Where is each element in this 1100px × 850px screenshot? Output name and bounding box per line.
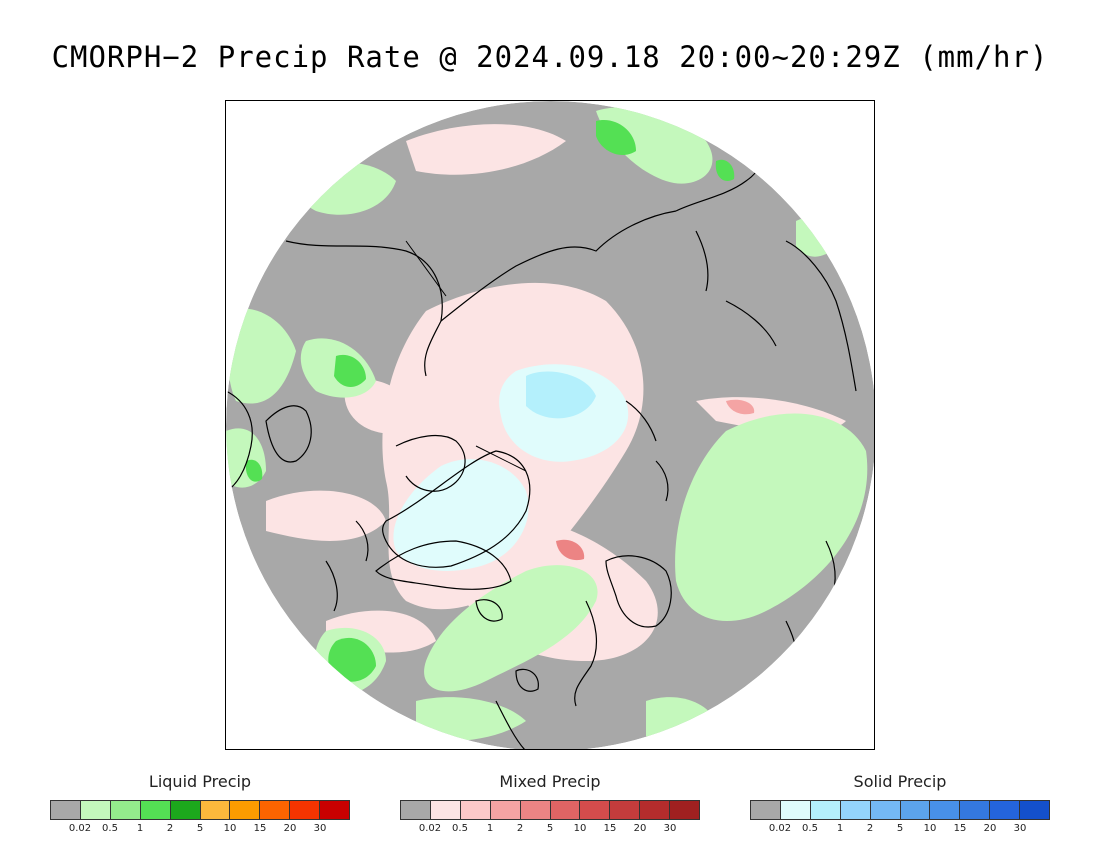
legend-solid-tick-label: 10 <box>923 823 937 834</box>
legend-liquid-tick-label: 5 <box>196 823 204 834</box>
polar-map-svg <box>226 101 874 749</box>
legend-mixed-swatch-0 <box>401 801 431 819</box>
legend-solid-swatch-0 <box>751 801 781 819</box>
legend-solid-swatch-4 <box>870 801 901 819</box>
legend-mixed-colorbar <box>400 800 700 820</box>
legend-solid-ticks: 0.02 0.5 1 2 5 10 15 20 30 <box>750 823 1050 837</box>
legend-solid-colorbar <box>750 800 1050 820</box>
legend-liquid-tick-label: 0.02 <box>68 823 92 834</box>
legend-mixed-tick-label: 15 <box>603 823 617 834</box>
solid-precip-moderate <box>526 371 596 419</box>
mixed-precip-moderate <box>726 399 755 415</box>
legend-solid-tick-label: 0.02 <box>768 823 792 834</box>
legend-liquid-tick-label: 15 <box>253 823 267 834</box>
legend-liquid-swatch-7 <box>260 801 291 819</box>
mixed-precip-heavier <box>556 539 585 561</box>
legend-solid-swatch-5 <box>900 801 931 819</box>
legend-solid-swatch-1 <box>780 801 811 819</box>
legend-mixed: Mixed Precip 0.02 0.5 1 2 5 10 15 20 30 <box>400 772 700 842</box>
legend-liquid-swatch-4 <box>170 801 201 819</box>
legend-liquid-ticks: 0.02 0.5 1 2 5 10 15 20 30 <box>50 823 350 837</box>
legend-solid: Solid Precip 0.02 0.5 1 2 5 10 15 20 30 <box>750 772 1050 842</box>
border-line <box>405 240 447 297</box>
legend-solid-swatch-7 <box>960 801 991 819</box>
legend-mixed-tick-label: 10 <box>573 823 587 834</box>
legend-mixed-tick-label: 5 <box>546 823 554 834</box>
legend-mixed-ticks: 0.02 0.5 1 2 5 10 15 20 30 <box>400 823 700 837</box>
legend-mixed-swatch-1 <box>430 801 461 819</box>
border-line <box>475 445 527 472</box>
legend-liquid-tick-label: 30 <box>313 823 327 834</box>
legend-liquid-swatch-5 <box>200 801 231 819</box>
legend-mixed-swatch-5 <box>550 801 581 819</box>
legend-solid-swatch-6 <box>930 801 961 819</box>
legend-liquid-tick-label: 1 <box>136 823 144 834</box>
legend-liquid-swatch-1 <box>80 801 111 819</box>
legend-liquid-tick-label: 0.5 <box>102 823 118 834</box>
legend-mixed-tick-label: 20 <box>633 823 647 834</box>
legend-solid-title: Solid Precip <box>853 772 947 791</box>
legend-solid-tick-label: 0.5 <box>802 823 818 834</box>
legend-mixed-tick-label: 2 <box>516 823 524 834</box>
legend-mixed-swatch-4 <box>520 801 551 819</box>
legend-liquid-swatch-2 <box>110 801 141 819</box>
map-title: CMORPH−2 Precip Rate @ 2024.09.18 20:00~… <box>51 40 1049 74</box>
legend-solid-tick-label: 30 <box>1013 823 1027 834</box>
legend-solid-tick-label: 5 <box>896 823 904 834</box>
legend-mixed-tick-label: 30 <box>663 823 677 834</box>
legend-solid-swatch-8 <box>990 801 1021 819</box>
legend-liquid-swatch-9 <box>320 801 350 819</box>
legend-liquid-swatch-6 <box>230 801 261 819</box>
polar-precip-map[interactable] <box>225 100 875 750</box>
globe <box>226 101 874 749</box>
liquid-precip-areas <box>226 107 871 741</box>
legend-mixed-title: Mixed Precip <box>499 772 601 791</box>
legend-mixed-swatch-2 <box>460 801 491 819</box>
legend-solid-swatch-9 <box>1020 801 1050 819</box>
liquid-precip-heavier <box>245 120 735 682</box>
legend-liquid-colorbar <box>50 800 350 820</box>
legend-solid-swatch-3 <box>840 801 871 819</box>
legend-liquid-tick-label: 20 <box>283 823 297 834</box>
legend-mixed-tick-label: 0.5 <box>452 823 468 834</box>
legend-solid-tick-label: 1 <box>836 823 844 834</box>
legend-liquid-swatch-0 <box>51 801 81 819</box>
legend-solid-tick-label: 15 <box>953 823 967 834</box>
legend-mixed-swatch-3 <box>490 801 521 819</box>
legend-liquid-tick-label: 2 <box>166 823 174 834</box>
legend-liquid-title: Liquid Precip <box>148 772 252 791</box>
legend-solid-tick-label: 20 <box>983 823 997 834</box>
legend-liquid-tick-label: 10 <box>223 823 237 834</box>
legend-mixed-tick-label: 0.02 <box>418 823 442 834</box>
legend-solid-swatch-2 <box>810 801 841 819</box>
legend-liquid-swatch-3 <box>140 801 171 819</box>
legend-mixed-swatch-6 <box>580 801 611 819</box>
legend-liquid: Liquid Precip 0.02 0.5 1 2 5 10 15 20 30 <box>50 772 350 842</box>
legend-mixed-tick-label: 1 <box>486 823 494 834</box>
legend-solid-tick-label: 2 <box>866 823 874 834</box>
legend-liquid-swatch-8 <box>290 801 321 819</box>
legend-mixed-swatch-7 <box>610 801 641 819</box>
legend-mixed-swatch-8 <box>640 801 671 819</box>
legend-mixed-swatch-9 <box>670 801 700 819</box>
